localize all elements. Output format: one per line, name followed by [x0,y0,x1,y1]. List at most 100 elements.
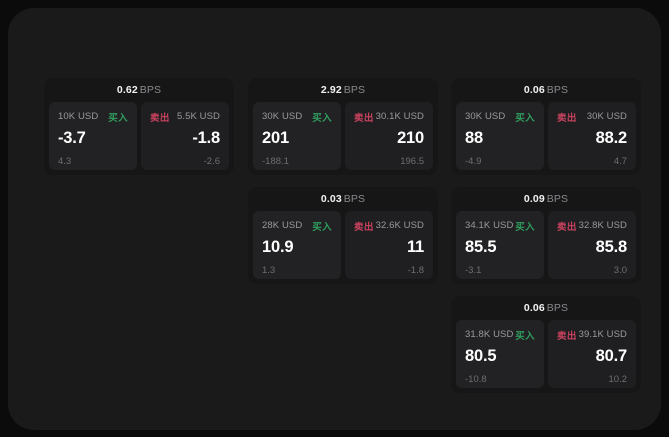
card-body: 31.8K USD 买入 80.5 -10.8 卖出 39. [451,320,641,393]
card-header: 0.03 BPS [248,187,438,211]
bid-size-label: 31.8K USD [465,329,514,340]
ask-size-label: 30K USD [586,111,627,122]
ask-delta-row: -1.8 [354,263,424,276]
ask-panel-top: 卖出 5.5K USD [150,110,220,124]
ask-panel[interactable]: 卖出 30.1K USD 210 196.5 [345,102,433,170]
spread-card[interactable]: 0.09 BPS 34.1K USD 买入 85.5 -3.1 [451,187,641,284]
buy-tag: 买入 [515,330,535,342]
ask-panel[interactable]: 卖出 39.1K USD 80.7 10.2 [548,320,636,388]
sell-tag: 卖出 [557,221,577,233]
ask-size-label: 32.6K USD [375,220,424,231]
bid-panel-top: 30K USD 买入 [262,110,332,124]
bid-delta-row: -4.9 [465,154,535,167]
bid-delta: -4.9 [465,156,482,167]
buy-tag: 买入 [312,221,332,233]
ask-delta: -1.8 [407,265,424,276]
sell-tag: 卖出 [354,221,374,233]
spread-card[interactable]: 0.03 BPS 28K USD 买入 10.9 1.3 [248,187,438,284]
ask-size-label: 32.8K USD [578,220,627,231]
bid-size-label: 30K USD [262,111,303,122]
ask-delta-row: 4.7 [557,154,627,167]
card-body: 30K USD 买入 201 -188.1 卖出 30.1K [248,102,438,175]
bid-price-row: -3.7 [58,128,128,148]
ask-delta-row: -2.6 [150,154,220,167]
ask-delta: 10.2 [608,374,628,385]
bid-size-label: 10K USD [58,111,99,122]
ask-price: 11 [406,238,424,256]
ask-price: 88.2 [595,129,628,147]
card-body: 30K USD 买入 88 -4.9 卖出 30K USD [451,102,641,175]
bid-panel-top: 28K USD 买入 [262,219,332,233]
spread-card[interactable]: 0.62 BPS 10K USD 买入 -3.7 4.3 [44,78,234,175]
bid-size-label: 34.1K USD [465,220,514,231]
ask-price-row: -1.8 [150,128,220,148]
ask-price-row: 88.2 [557,128,628,148]
bps-value: 0.06 [523,84,545,96]
sell-tag: 卖出 [354,112,374,124]
buy-tag: 买入 [515,221,535,233]
ask-panel[interactable]: 卖出 5.5K USD -1.8 -2.6 [141,102,229,170]
bps-value: 0.06 [523,302,545,314]
sell-tag: 卖出 [150,112,170,124]
bid-panel[interactable]: 10K USD 买入 -3.7 4.3 [49,102,137,170]
card-column-2: 2.92 BPS 30K USD 买入 201 -188.1 [248,78,438,296]
bid-delta: -3.1 [465,265,482,276]
ask-panel-top: 卖出 32.8K USD [557,219,627,233]
ask-price: -1.8 [192,129,220,147]
bid-panel-top: 30K USD 买入 [465,110,535,124]
card-header: 2.92 BPS [248,78,438,102]
ask-price: 80.7 [595,347,628,365]
ask-price-row: 11 [354,237,424,257]
ask-panel[interactable]: 卖出 30K USD 88.2 4.7 [548,102,636,170]
ask-price-row: 80.7 [557,346,628,366]
ask-price-row: 210 [354,128,424,148]
bid-panel[interactable]: 28K USD 买入 10.9 1.3 [253,211,341,279]
ask-panel-top: 卖出 39.1K USD [557,328,627,342]
ask-delta-row: 196.5 [354,154,424,167]
bps-value: 0.09 [523,193,545,205]
ask-price-row: 85.8 [557,237,628,257]
bid-delta: -188.1 [262,156,289,167]
bid-panel[interactable]: 30K USD 买入 88 -4.9 [456,102,544,170]
bid-price: 85.5 [465,238,497,256]
bid-price-row: 80.5 [465,346,535,366]
card-header: 0.09 BPS [451,187,641,211]
bid-price: 88 [465,129,483,147]
ask-panel-top: 卖出 30.1K USD [354,110,424,124]
bid-delta-row: -10.8 [465,372,535,385]
bid-price-row: 10.9 [262,237,332,257]
ask-size-label: 39.1K USD [578,329,627,340]
bid-size-label: 30K USD [465,111,506,122]
ask-panel[interactable]: 卖出 32.6K USD 11 -1.8 [345,211,433,279]
spread-card[interactable]: 2.92 BPS 30K USD 买入 201 -188.1 [248,78,438,175]
card-header: 0.62 BPS [44,78,234,102]
bid-delta-row: -188.1 [262,154,332,167]
ask-price: 85.8 [595,238,628,256]
bid-delta: 4.3 [58,156,72,167]
ask-delta-row: 3.0 [557,263,627,276]
bid-panel[interactable]: 34.1K USD 买入 85.5 -3.1 [456,211,544,279]
spread-card[interactable]: 0.06 BPS 30K USD 买入 88 -4.9 [451,78,641,175]
spread-card[interactable]: 0.06 BPS 31.8K USD 买入 80.5 -10.8 [451,296,641,393]
bps-value: 0.62 [116,84,138,96]
ask-panel[interactable]: 卖出 32.8K USD 85.8 3.0 [548,211,636,279]
bps-value: 2.92 [320,84,342,96]
bid-price: -3.7 [58,129,86,147]
bid-panel[interactable]: 30K USD 买入 201 -188.1 [253,102,341,170]
bid-panel[interactable]: 31.8K USD 买入 80.5 -10.8 [456,320,544,388]
bid-size-label: 28K USD [262,220,303,231]
card-header: 0.06 BPS [451,78,641,102]
bps-unit: BPS [546,84,569,96]
ask-price: 210 [397,129,424,147]
buy-tag: 买入 [515,112,535,124]
bid-delta: -10.8 [465,374,487,385]
spread-card-board: 0.62 BPS 10K USD 买入 -3.7 4.3 [36,78,642,408]
bid-panel-top: 10K USD 买入 [58,110,128,124]
bid-delta-row: -3.1 [465,263,535,276]
card-body: 34.1K USD 买入 85.5 -3.1 卖出 32.8 [451,211,641,284]
bid-delta-row: 1.3 [262,263,332,276]
bid-price-row: 88 [465,128,535,148]
sell-tag: 卖出 [557,112,577,124]
ask-delta: 3.0 [613,265,627,276]
bid-panel-top: 31.8K USD 买入 [465,328,535,342]
